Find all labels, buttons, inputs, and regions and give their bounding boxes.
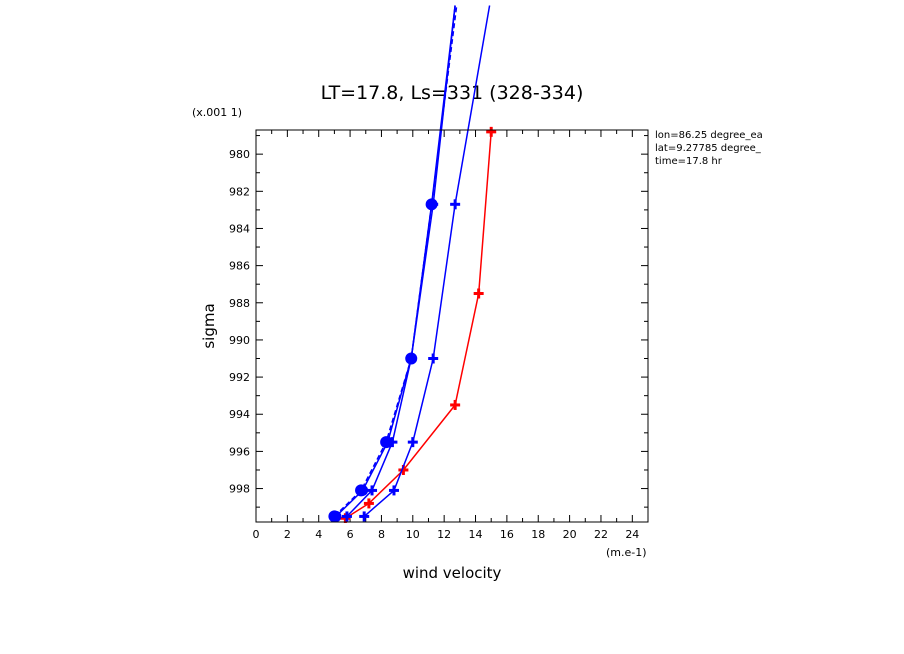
data-point — [428, 353, 439, 364]
info-time: time=17.8 hr — [655, 156, 723, 167]
data-point — [450, 199, 461, 210]
x-tick-label: 10 — [406, 528, 420, 541]
x-tick-label: 20 — [563, 528, 577, 541]
data-point — [425, 198, 438, 211]
y-unit-label: (x.001 1) — [192, 106, 242, 119]
x-unit-label: (m.e-1) — [606, 546, 647, 559]
y-tick-label: 998 — [229, 483, 250, 496]
series-0 — [340, 126, 497, 523]
data-point — [388, 485, 399, 496]
data-point — [380, 436, 393, 449]
info-lon: lon=86.25 degree_ea — [655, 130, 763, 141]
data-point — [450, 399, 461, 410]
series-1 — [359, 5, 491, 522]
x-tick-label: 8 — [378, 528, 385, 541]
y-tick-label: 992 — [229, 371, 250, 384]
data-point — [486, 126, 497, 137]
x-axis-label: wind velocity — [403, 564, 502, 582]
y-tick-label: 988 — [229, 297, 250, 310]
data-point — [407, 437, 418, 448]
data-point — [341, 511, 352, 522]
data-point — [328, 510, 341, 523]
y-tick-label: 996 — [229, 445, 250, 458]
x-tick-label: 6 — [347, 528, 354, 541]
x-tick-label: 24 — [625, 528, 639, 541]
y-axis-label: sigma — [200, 303, 218, 348]
data-point — [363, 498, 374, 509]
data-point — [355, 484, 368, 497]
series-line — [346, 5, 456, 517]
x-tick-label: 12 — [437, 528, 451, 541]
y-tick-label: 982 — [229, 185, 250, 198]
y-tick-label: 986 — [229, 260, 250, 273]
x-tick-label: 0 — [253, 528, 260, 541]
y-tick-label: 990 — [229, 334, 250, 347]
chart-title: LT=17.8, Ls=331 (328-334) — [321, 82, 584, 104]
x-tick-label: 2 — [284, 528, 291, 541]
data-point — [359, 511, 370, 522]
x-tick-label: 22 — [594, 528, 608, 541]
data-point — [367, 485, 378, 496]
x-tick-label: 18 — [531, 528, 545, 541]
x-tick-label: 16 — [500, 528, 514, 541]
x-tick-label: 14 — [469, 528, 483, 541]
series-line — [363, 5, 491, 517]
data-point — [405, 352, 418, 365]
plot-frame — [255, 129, 649, 523]
series-line — [344, 131, 492, 519]
y-tick-label: 980 — [229, 148, 250, 161]
x-tick-label: 4 — [315, 528, 322, 541]
y-tick-label: 984 — [229, 222, 250, 235]
data-point — [473, 288, 484, 299]
y-tick-label: 994 — [229, 408, 250, 421]
info-lat: lat=9.27785 degree_ — [655, 143, 762, 154]
